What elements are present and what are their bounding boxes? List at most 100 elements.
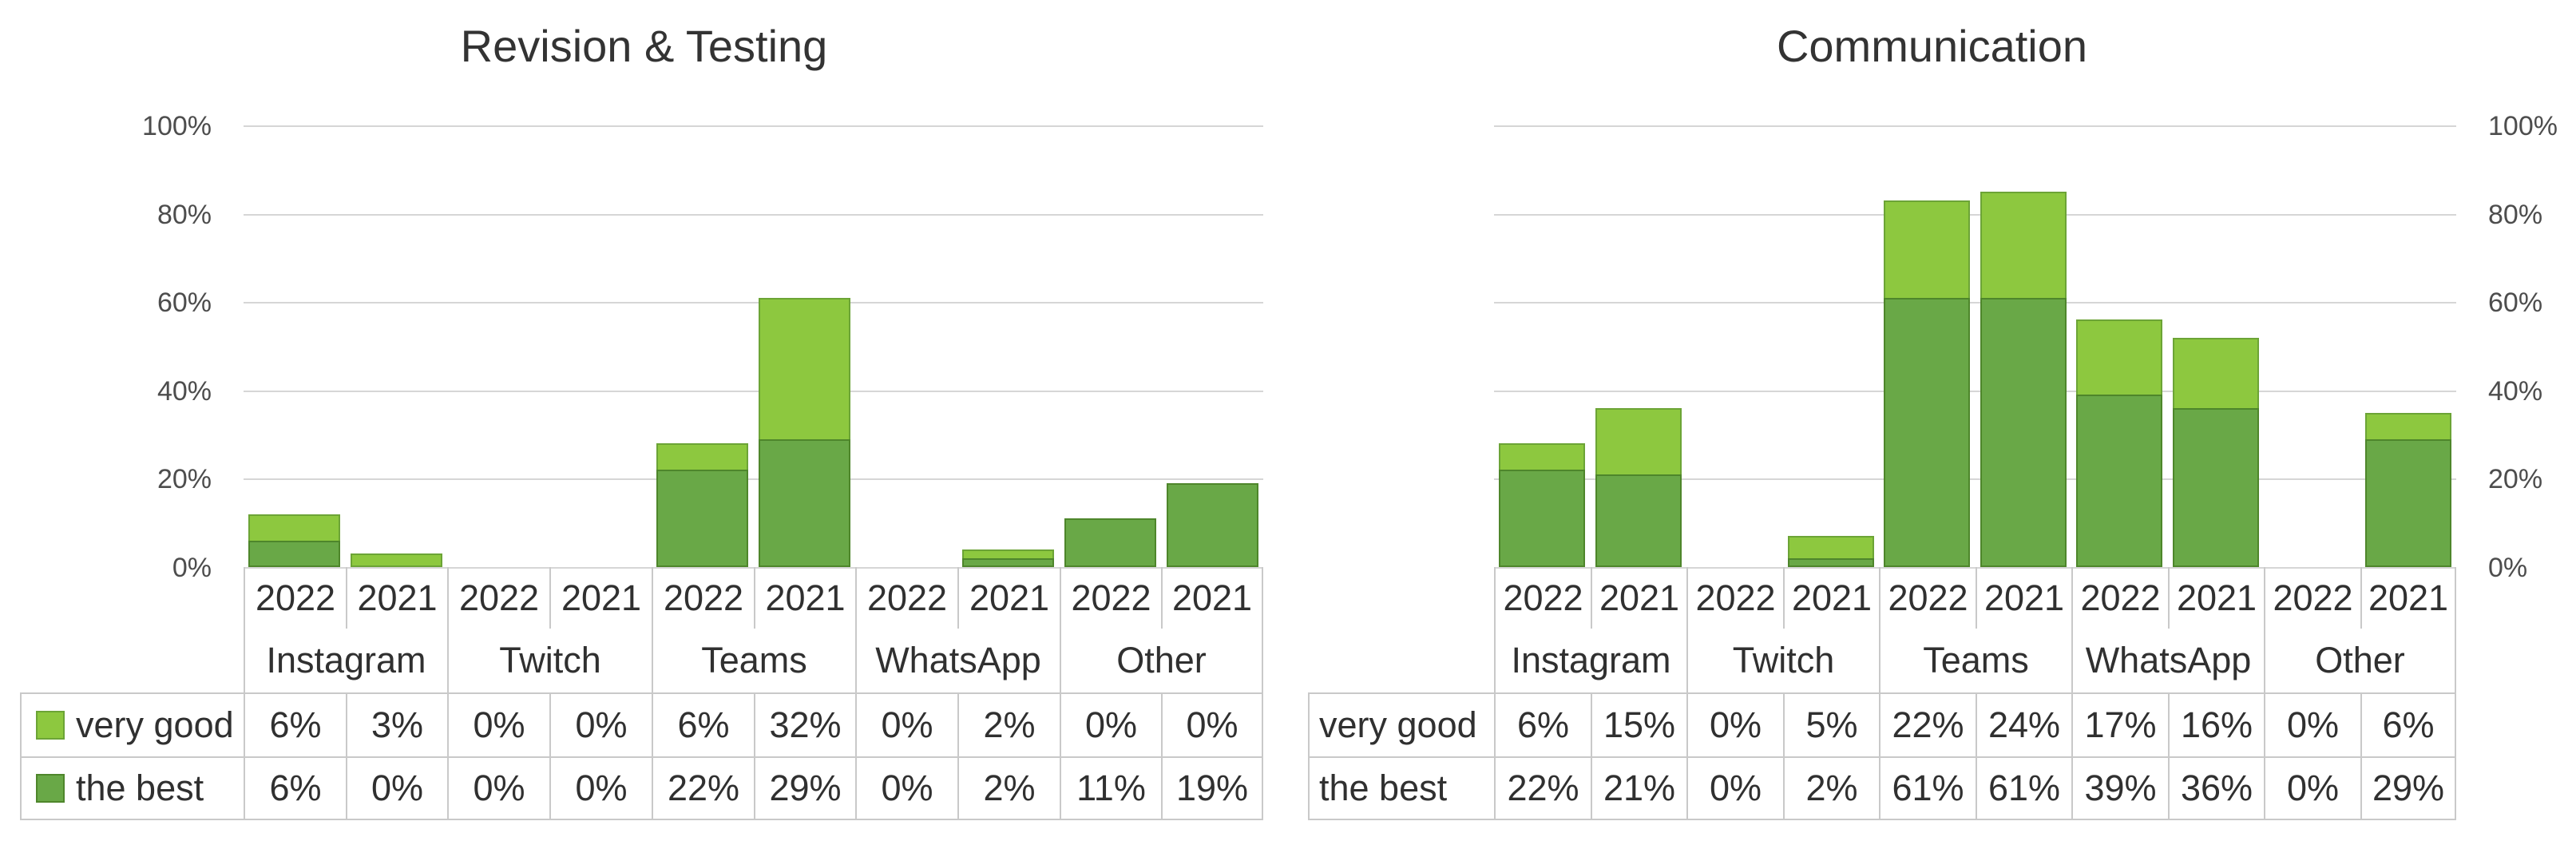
bar-segment-very-good — [1595, 408, 1682, 474]
table-year-header-cell: 2021 — [346, 567, 447, 629]
table-value-cell: 5% — [1783, 692, 1879, 756]
bar-segment-very-good — [2365, 413, 2451, 439]
table-value-cell: 39% — [2071, 756, 2168, 820]
bar-segment-the-best — [248, 541, 340, 567]
gridline — [1494, 478, 2456, 480]
series-name-label: the best — [1319, 768, 1448, 808]
bar-segment-very-good — [1788, 536, 1874, 558]
bar-segment-the-best — [962, 558, 1054, 567]
table-value-cell: 29% — [2360, 756, 2456, 820]
table-year-header-cell: 2022 — [2264, 567, 2360, 629]
y-axis-tick-label: 100% — [2488, 111, 2558, 141]
table-year-header-cell: 2022 — [2071, 567, 2168, 629]
y-axis-tick-label: 40% — [2488, 376, 2543, 407]
y-axis-tick-label: 100% — [142, 111, 212, 141]
y-axis-tick-label: 20% — [2488, 464, 2543, 494]
series-name-label: the best — [76, 768, 204, 808]
table-value-cell: 15% — [1591, 692, 1686, 756]
table-value-cell: 0% — [346, 756, 447, 820]
table-year-header-cell: 2022 — [1494, 567, 1591, 629]
bar-segment-the-best — [2173, 408, 2259, 567]
y-axis-tick-label: 60% — [157, 288, 212, 318]
table-value-cell: 61% — [1976, 756, 2071, 820]
table-value-cell: 16% — [2168, 692, 2264, 756]
bar-segment-the-best — [656, 470, 748, 567]
table-year-header-cell: 2022 — [447, 567, 549, 629]
bar-segment-very-good — [1499, 443, 1585, 470]
table-year-header-cell: 2021 — [1161, 567, 1263, 629]
table-year-header-cell: 2022 — [855, 567, 957, 629]
table-platform-header-cell: Other — [1060, 629, 1263, 692]
table-year-header-cell: 2021 — [2360, 567, 2456, 629]
table-platform-header-cell: Instagram — [244, 629, 447, 692]
bar-segment-very-good — [759, 298, 850, 439]
gridline — [1494, 214, 2456, 216]
table-year-header-cell: 2021 — [2168, 567, 2264, 629]
gridline — [244, 125, 1263, 127]
table-value-cell: 0% — [447, 692, 549, 756]
table-value-cell: 22% — [1494, 756, 1591, 820]
table-value-cell: 6% — [652, 692, 754, 756]
y-axis-tick-label: 40% — [157, 376, 212, 407]
table-value-cell: 0% — [1060, 692, 1161, 756]
y-axis-tick-label: 0% — [2488, 553, 2528, 583]
gridline — [244, 567, 1263, 569]
table-year-header-cell: 2022 — [1060, 567, 1161, 629]
table-platform-header-cell: Teams — [1879, 629, 2071, 692]
table-platform-header-cell: WhatsApp — [2071, 629, 2264, 692]
table-platform-header-cell: Other — [2264, 629, 2456, 692]
bar-segment-the-best — [1788, 558, 1874, 567]
table-value-cell: 0% — [1686, 692, 1783, 756]
table-value-cell: 6% — [244, 756, 346, 820]
table-value-cell: 2% — [1783, 756, 1879, 820]
gridline — [1494, 125, 2456, 127]
table-year-header-cell: 2021 — [1591, 567, 1686, 629]
table-value-cell: 17% — [2071, 692, 2168, 756]
table-value-cell: 6% — [244, 692, 346, 756]
bar-segment-very-good — [248, 514, 340, 541]
table-series-label-cell: the best — [1308, 756, 1494, 820]
table-value-cell: 0% — [549, 692, 652, 756]
table-year-header-cell: 2022 — [1879, 567, 1976, 629]
gridline — [1494, 391, 2456, 392]
y-axis-tick-label: 80% — [157, 200, 212, 230]
table-value-cell: 0% — [549, 756, 652, 820]
bar-segment-very-good — [2173, 338, 2259, 408]
bar-segment-very-good — [2076, 319, 2162, 395]
chart-title: Revision & Testing — [460, 21, 828, 71]
communication-chart-panel: Communication 100% 80% 60% 40% 20% 0% 2022 2021… — [1288, 0, 2576, 845]
table-value-cell: 0% — [2264, 756, 2360, 820]
table-value-cell: 32% — [754, 692, 855, 756]
table-value-cell: 11% — [1060, 756, 1161, 820]
bar-segment-very-good — [1884, 200, 1970, 298]
y-axis-tick-label: 60% — [2488, 288, 2543, 318]
table-platform-header-cell: Instagram — [1494, 629, 1686, 692]
gridline — [244, 391, 1263, 392]
y-axis-tick-label: 20% — [157, 464, 212, 494]
table-value-cell: 0% — [1686, 756, 1783, 820]
table-value-cell: 0% — [855, 756, 957, 820]
table-year-header-cell: 2022 — [652, 567, 754, 629]
bar-segment-very-good — [962, 549, 1054, 558]
bar-segment-the-best — [1595, 474, 1682, 567]
table-value-cell: 21% — [1591, 756, 1686, 820]
table-value-cell: 3% — [346, 692, 447, 756]
bar-segment-very-good — [1980, 192, 2067, 298]
table-value-cell: 6% — [2360, 692, 2456, 756]
table-value-cell: 2% — [957, 756, 1060, 820]
table-year-header-cell: 2021 — [1976, 567, 2071, 629]
table-series-label-cell: very good — [20, 692, 244, 756]
table-platform-header-cell: Twitch — [447, 629, 652, 692]
series-name-label: very good — [76, 704, 234, 745]
table-value-cell: 29% — [754, 756, 855, 820]
table-value-cell: 61% — [1879, 756, 1976, 820]
gridline — [244, 478, 1263, 480]
legend-swatch-very-good — [36, 711, 65, 740]
table-value-cell: 6% — [1494, 692, 1591, 756]
table-value-cell: 0% — [447, 756, 549, 820]
bar-segment-the-best — [2076, 395, 2162, 567]
bar-segment-the-best — [1884, 298, 1970, 567]
legend-swatch-the-best — [36, 774, 65, 803]
table-value-cell: 0% — [1161, 692, 1263, 756]
